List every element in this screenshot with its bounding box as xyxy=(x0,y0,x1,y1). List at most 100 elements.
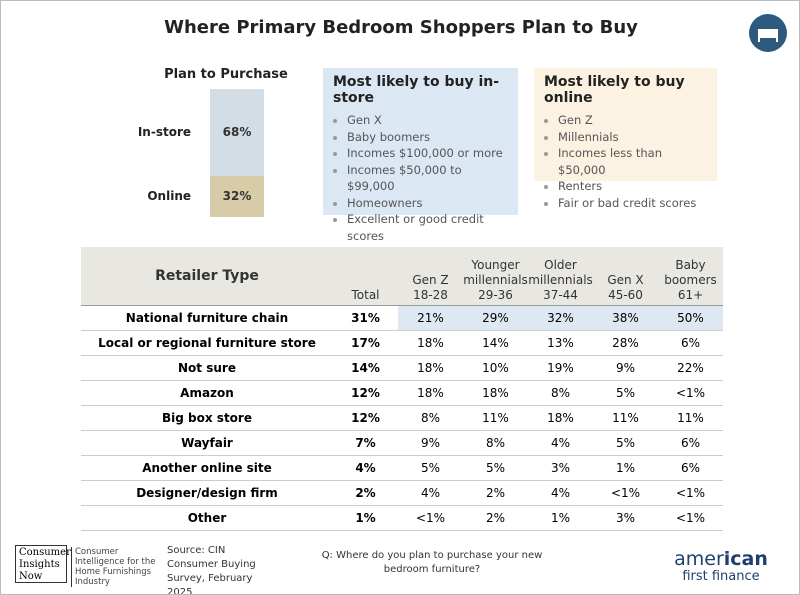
bullet: Fair or bad credit scores xyxy=(558,195,707,212)
row: Other 1% <1% 2% 1% 3% <1% xyxy=(81,505,723,531)
cell: Other xyxy=(81,505,333,531)
header-line: 61+ xyxy=(677,288,704,302)
logo-line: Now xyxy=(19,571,43,582)
header-cell: Total xyxy=(333,247,398,306)
segment-value: 32% xyxy=(222,188,252,203)
cell: 3% xyxy=(593,505,658,531)
logo-part: ican xyxy=(723,548,768,570)
cell: 12% xyxy=(333,380,398,406)
cell: 21% xyxy=(398,305,463,331)
row: National furniture chain 31% 21% 29% 32% 38% 5… xyxy=(81,305,723,331)
cell: 32% xyxy=(528,305,593,331)
bullet: Homeowners xyxy=(347,195,508,212)
cell: 11% xyxy=(658,405,723,431)
segment-value: 68% xyxy=(222,124,252,139)
bullet: Excellent or good credit scores xyxy=(347,211,508,244)
cell: 14% xyxy=(463,330,528,356)
cell: 50% xyxy=(658,305,723,331)
logo-line: Consumer xyxy=(19,547,71,558)
cell: 3% xyxy=(528,455,593,481)
header-cell: Older millennials 37-44 xyxy=(528,247,593,306)
cell: 6% xyxy=(658,430,723,456)
box-title: Most likely to buy in-store xyxy=(333,74,500,106)
header-cell: Retailer Type xyxy=(81,247,333,306)
cell: 19% xyxy=(528,355,593,381)
bar-segment xyxy=(210,176,264,217)
cell: 11% xyxy=(593,405,658,431)
header-cell: Younger millennials 29-36 xyxy=(463,247,528,306)
cell: 8% xyxy=(463,430,528,456)
cell: Big box store xyxy=(81,405,333,431)
online-box: Most likely to buy online Gen ZMillennial… xyxy=(534,68,717,210)
cell: <1% xyxy=(658,480,723,506)
cell: 5% xyxy=(463,455,528,481)
bullet: Baby boomers xyxy=(347,129,508,146)
cell: 9% xyxy=(593,355,658,381)
header-line: 45-60 xyxy=(608,288,643,302)
cell: 4% xyxy=(398,480,463,506)
header-line: millennials xyxy=(528,273,593,287)
cell: 5% xyxy=(593,430,658,456)
cell: Not sure xyxy=(81,355,333,381)
cell: National furniture chain xyxy=(81,305,333,331)
header-line: Younger xyxy=(471,258,520,272)
cell: 10% xyxy=(463,355,528,381)
title: Where Primary Bedroom Shoppers Plan to B… xyxy=(164,17,638,38)
header-line: Retailer Type xyxy=(155,267,259,284)
cell: 2% xyxy=(333,480,398,506)
cell: 12% xyxy=(333,405,398,431)
bullet: Incomes $100,000 or more xyxy=(347,145,508,162)
cell: Wayfair xyxy=(81,430,333,456)
cell: 18% xyxy=(398,355,463,381)
header-line: Total xyxy=(351,288,380,302)
table: Retailer Type Total Gen Z 18-28 Younger mille… xyxy=(81,247,723,531)
cell: 1% xyxy=(333,505,398,531)
cell: Amazon xyxy=(81,380,333,406)
cell: 5% xyxy=(398,455,463,481)
cell: <1% xyxy=(593,480,658,506)
cell: 29% xyxy=(463,305,528,331)
logo-part: amer xyxy=(674,548,724,570)
row: Big box store 12% 8% 11% 18% 11% 11% xyxy=(81,405,723,431)
row: Not sure 14% 18% 10% 19% 9% 22% xyxy=(81,355,723,381)
bar-segment xyxy=(210,89,264,177)
bullet: Renters xyxy=(558,178,707,195)
header-line: 18-28 xyxy=(413,288,448,302)
segment-label: In-store xyxy=(137,124,191,139)
cell: 9% xyxy=(398,430,463,456)
segment-label: Online xyxy=(147,188,191,203)
cell: 31% xyxy=(333,305,398,331)
box-title: Most likely to buy online xyxy=(544,74,685,106)
header-cell: Gen Z 18-28 xyxy=(398,247,463,306)
logo-left: Consumer Insights Now xyxy=(15,545,71,583)
row: Amazon 12% 18% 18% 8% 5% <1% xyxy=(81,380,723,406)
list: Gen ZMillennialsIncomes less than $50,00… xyxy=(544,112,707,211)
instore-box: Most likely to buy in-store Gen XBaby boo… xyxy=(323,68,518,243)
header-line: 29-36 xyxy=(478,288,513,302)
cell: 8% xyxy=(398,405,463,431)
logo-line: Insights xyxy=(19,559,60,570)
cell: 14% xyxy=(333,355,398,381)
source: Source: CIN Consumer Buying Survey, Febr… xyxy=(167,545,256,595)
logo-right: american first finance xyxy=(661,549,781,584)
cell: Designer/design firm xyxy=(81,480,333,506)
bullet: Millennials xyxy=(558,129,707,146)
row: Wayfair 7% 9% 8% 4% 5% 6% xyxy=(81,430,723,456)
list: Gen XBaby boomersIncomes $100,000 or mor… xyxy=(333,112,508,244)
bullet: Incomes less than $50,000 xyxy=(558,145,707,178)
cell: 18% xyxy=(398,330,463,356)
cell: 6% xyxy=(658,455,723,481)
cell: <1% xyxy=(658,505,723,531)
header-line: boomers xyxy=(664,273,717,287)
bullet: Gen Z xyxy=(558,112,707,129)
cell: 13% xyxy=(528,330,593,356)
logo-part: first finance xyxy=(682,569,760,584)
cell: 4% xyxy=(528,430,593,456)
header-cell: Gen X 45-60 xyxy=(593,247,658,306)
cell: 22% xyxy=(658,355,723,381)
header-line: Gen Z xyxy=(412,273,449,287)
cell: 4% xyxy=(528,480,593,506)
cell: <1% xyxy=(398,505,463,531)
header-line: 37-44 xyxy=(543,288,578,302)
